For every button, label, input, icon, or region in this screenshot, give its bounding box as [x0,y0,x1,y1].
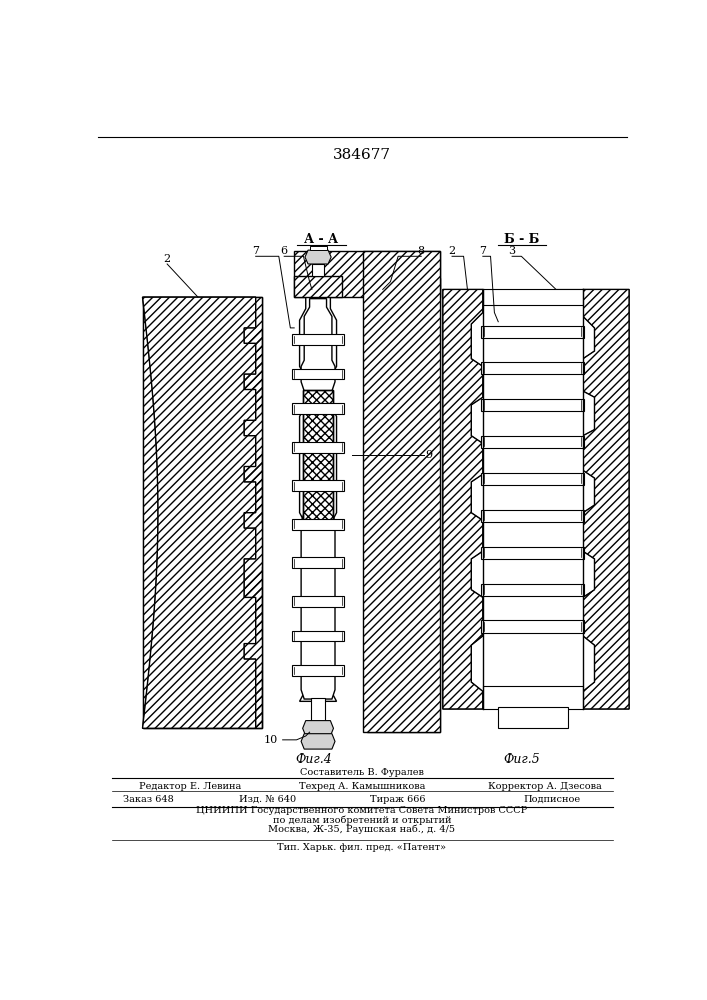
Bar [481,473,585,485]
Bar [312,264,325,276]
Text: Москва, Ж-35, Раушская наб., д. 4/5: Москва, Ж-35, Раушская наб., д. 4/5 [269,824,455,834]
Polygon shape [305,250,331,264]
Polygon shape [143,297,256,728]
Text: Составитель В. Фуралев: Составитель В. Фуралев [300,768,424,777]
Polygon shape [583,289,629,709]
Bar [481,436,585,448]
Bar [303,389,333,520]
Bar [292,596,344,607]
Bar [292,519,344,530]
Bar [292,557,344,568]
Text: 384677: 384677 [333,148,391,162]
Text: А - А: А - А [304,233,338,246]
Bar [292,442,344,453]
Text: ЦНИИПИ Государственного комитета Совета Министров СССР: ЦНИИПИ Государственного комитета Совета … [197,806,527,815]
Text: Корректор А. Дзесова: Корректор А. Дзесова [488,782,602,791]
Bar [483,289,583,709]
Text: Заказ 648: Заказ 648 [122,795,173,804]
Text: 8: 8 [418,246,425,256]
Bar [481,510,585,522]
Bar [311,698,325,724]
Bar [143,297,262,728]
Bar [368,278,440,732]
Text: 7: 7 [479,246,486,256]
Polygon shape [443,289,483,709]
Text: Фиг.4: Фиг.4 [295,753,332,766]
Text: Изд. № 640: Изд. № 640 [239,795,296,804]
Text: Тип. Харьк. фил. пред. «Патент»: Тип. Харьк. фил. пред. «Патент» [277,843,446,852]
Polygon shape [301,734,335,749]
Text: по делам изобретений и открытий: по делам изобретений и открытий [273,815,451,825]
Polygon shape [300,297,337,701]
Text: Подписное: Подписное [524,795,580,804]
Bar [310,246,327,250]
Bar [292,369,344,379]
Bar [292,334,344,345]
Bar [294,251,440,297]
Text: 6: 6 [281,246,288,256]
Bar [303,389,333,520]
Polygon shape [143,297,262,728]
Text: 3: 3 [508,246,515,256]
Bar [481,362,585,374]
Bar [292,631,344,641]
Text: Техред А. Камышникова: Техред А. Камышникова [299,782,425,791]
Bar [292,403,344,414]
Bar [303,389,333,520]
Bar [292,480,344,491]
Text: 2: 2 [448,246,455,256]
Bar [143,297,262,728]
Text: Тираж 666: Тираж 666 [370,795,426,804]
Bar [498,707,568,728]
Bar [363,251,440,732]
Text: 7: 7 [252,246,259,256]
Bar [481,584,585,596]
Bar [481,547,585,559]
Text: Редактор Е. Левина: Редактор Е. Левина [139,782,241,791]
Bar [481,326,585,338]
Text: Фиг.5: Фиг.5 [503,753,539,766]
Polygon shape [303,721,334,736]
Text: 2: 2 [163,254,170,264]
Polygon shape [301,299,335,699]
Bar [481,399,585,411]
Text: Б - Б: Б - Б [503,233,539,246]
Bar [292,665,344,676]
Bar [483,289,583,305]
Bar [481,620,585,633]
Text: 10: 10 [264,735,279,745]
Text: 9: 9 [426,450,433,460]
Bar [483,686,583,709]
Bar [294,276,342,297]
